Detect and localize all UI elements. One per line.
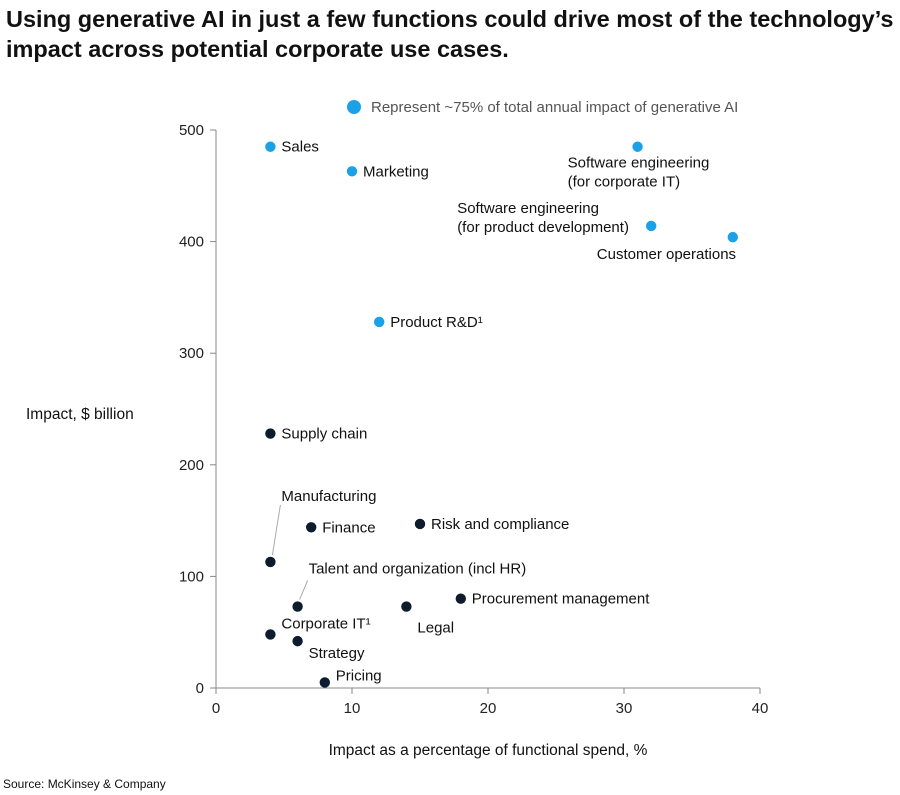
point-label-marketing: Marketing (363, 163, 429, 180)
data-point-talent-and-organization-incl-hr (292, 601, 303, 612)
y-tick-label: 400 (179, 234, 204, 251)
data-point-supply-chain (265, 428, 276, 439)
point-label-risk-and-compliance: Risk and compliance (431, 516, 569, 533)
point-label-software-engineering-for-corporate-it-line-1: Software engineering (568, 155, 710, 172)
legend-marker (347, 100, 361, 114)
data-point-pricing (319, 677, 330, 688)
data-point-marketing (346, 166, 358, 177)
y-tick-label: 100 (179, 568, 204, 585)
x-axis-title: Impact as a percentage of functional spe… (329, 742, 648, 759)
data-point-strategy (292, 635, 303, 647)
source-note: Source: McKinsey & Company (3, 777, 166, 791)
point-label-legal: Legal (417, 620, 454, 637)
point-label-talent-and-organization-incl-hr: Talent and organization (incl HR) (309, 561, 527, 578)
point-label-software-engineering-for-corporate-it-line-2: (for corporate IT) (568, 174, 681, 191)
point-label-sales: Sales (281, 139, 319, 156)
x-tick-label: 20 (480, 700, 497, 717)
data-point-legal (401, 601, 412, 612)
y-tick-label: 300 (179, 345, 204, 362)
data-point-corporate-it (265, 629, 276, 640)
x-tick-label: 40 (752, 700, 769, 717)
y-axis-title: Impact, $ billion (26, 406, 134, 423)
legend-label: Represent ~75% of total annual impact of… (371, 99, 738, 116)
point-label-software-engineering-for-product-development-line-1: Software engineering (457, 200, 599, 217)
point-label-product-r-d: Product R&D¹ (390, 314, 483, 331)
y-tick-label: 200 (179, 457, 204, 474)
data-point-product-r-d (374, 316, 385, 328)
data-point-procurement-management (455, 593, 466, 604)
y-tick-label: 0 (196, 680, 204, 697)
x-tick-label: 30 (616, 700, 633, 717)
data-point-software-engineering-for-product-development (646, 220, 657, 232)
x-tick-label: 10 (344, 700, 361, 717)
point-label-manufacturing: Manufacturing (281, 488, 376, 505)
data-point-sales (265, 141, 276, 152)
point-label-pricing: Pricing (336, 667, 382, 684)
point-label-supply-chain: Supply chain (281, 426, 367, 443)
data-point-risk-and-compliance (414, 518, 426, 530)
point-label-corporate-it: Corporate IT¹ (281, 615, 370, 632)
point-label-strategy: Strategy (309, 645, 365, 662)
data-point-customer-operations (727, 231, 738, 243)
y-tick-label: 500 (179, 122, 204, 139)
data-point-finance (306, 522, 317, 533)
point-label-software-engineering-for-product-development-line-2: (for product development) (457, 219, 629, 236)
leader-line-manufacturing (271, 504, 281, 555)
data-point-manufacturing (265, 556, 276, 568)
point-label-finance: Finance (322, 519, 375, 536)
leader-line-talent-and-organization-incl-hr (299, 580, 309, 600)
x-tick-label: 0 (212, 700, 220, 717)
chart-title-line-2: impact across potential corporate use ca… (6, 36, 509, 62)
chart-title: Using generative AI in just a few functi… (6, 4, 896, 64)
chart-title-line-1: Using generative AI in just a few functi… (6, 6, 894, 32)
point-label-customer-operations: Customer operations (597, 246, 736, 263)
data-point-software-engineering-for-corporate-it (632, 141, 643, 152)
point-label-procurement-management: Procurement management (472, 591, 650, 608)
